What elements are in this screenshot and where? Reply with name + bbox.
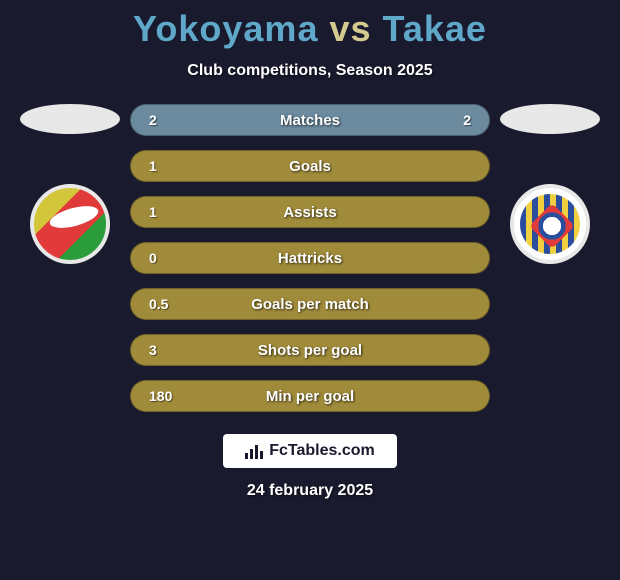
footer: FcTables.com 24 february 2025 (223, 434, 397, 500)
stat-bar-shots-per-goal: 3 Shots per goal (130, 334, 490, 366)
stat-bar-goals: 1 Goals (130, 150, 490, 182)
comparison-card: Yokoyama vs Takae Club competitions, Sea… (0, 0, 620, 580)
stat-bar-assists: 1 Assists (130, 196, 490, 228)
subtitle: Club competitions, Season 2025 (187, 62, 432, 80)
content-row: 2 Matches 2 1 Goals 1 Assists 0 Hattrick… (0, 104, 620, 412)
stat-label: Goals (289, 158, 331, 175)
page-title: Yokoyama vs Takae (133, 8, 487, 50)
brand-text: FcTables.com (269, 442, 375, 460)
stat-left-value: 1 (149, 158, 157, 174)
stat-bar-matches: 2 Matches 2 (130, 104, 490, 136)
player1-name: Yokoyama (133, 8, 318, 49)
stat-bar-goals-per-match: 0.5 Goals per match (130, 288, 490, 320)
left-player-col (20, 104, 120, 264)
stats-column: 2 Matches 2 1 Goals 1 Assists 0 Hattrick… (130, 104, 490, 412)
stat-left-value: 3 (149, 342, 157, 358)
stat-label: Shots per goal (258, 342, 362, 359)
stat-bar-min-per-goal: 180 Min per goal (130, 380, 490, 412)
stat-label: Matches (280, 112, 340, 129)
stat-label: Hattricks (278, 250, 342, 267)
stat-bar-hattricks: 0 Hattricks (130, 242, 490, 274)
player1-silhouette (20, 104, 120, 134)
player2-club-badge (510, 184, 590, 264)
vs-text: vs (329, 8, 371, 49)
stat-label: Goals per match (251, 296, 369, 313)
right-player-col (500, 104, 600, 264)
player2-silhouette (500, 104, 600, 134)
bars-icon (245, 443, 263, 459)
stat-left-value: 1 (149, 204, 157, 220)
stat-right-value: 2 (463, 112, 471, 128)
brand-badge[interactable]: FcTables.com (223, 434, 397, 468)
player2-name: Takae (383, 8, 487, 49)
stat-left-value: 2 (149, 112, 157, 128)
player1-club-badge (30, 184, 110, 264)
stat-left-value: 0 (149, 250, 157, 266)
date-text: 24 february 2025 (247, 482, 373, 500)
stat-left-value: 180 (149, 388, 172, 404)
stat-label: Assists (283, 204, 336, 221)
stat-left-value: 0.5 (149, 296, 168, 312)
stat-label: Min per goal (266, 388, 354, 405)
